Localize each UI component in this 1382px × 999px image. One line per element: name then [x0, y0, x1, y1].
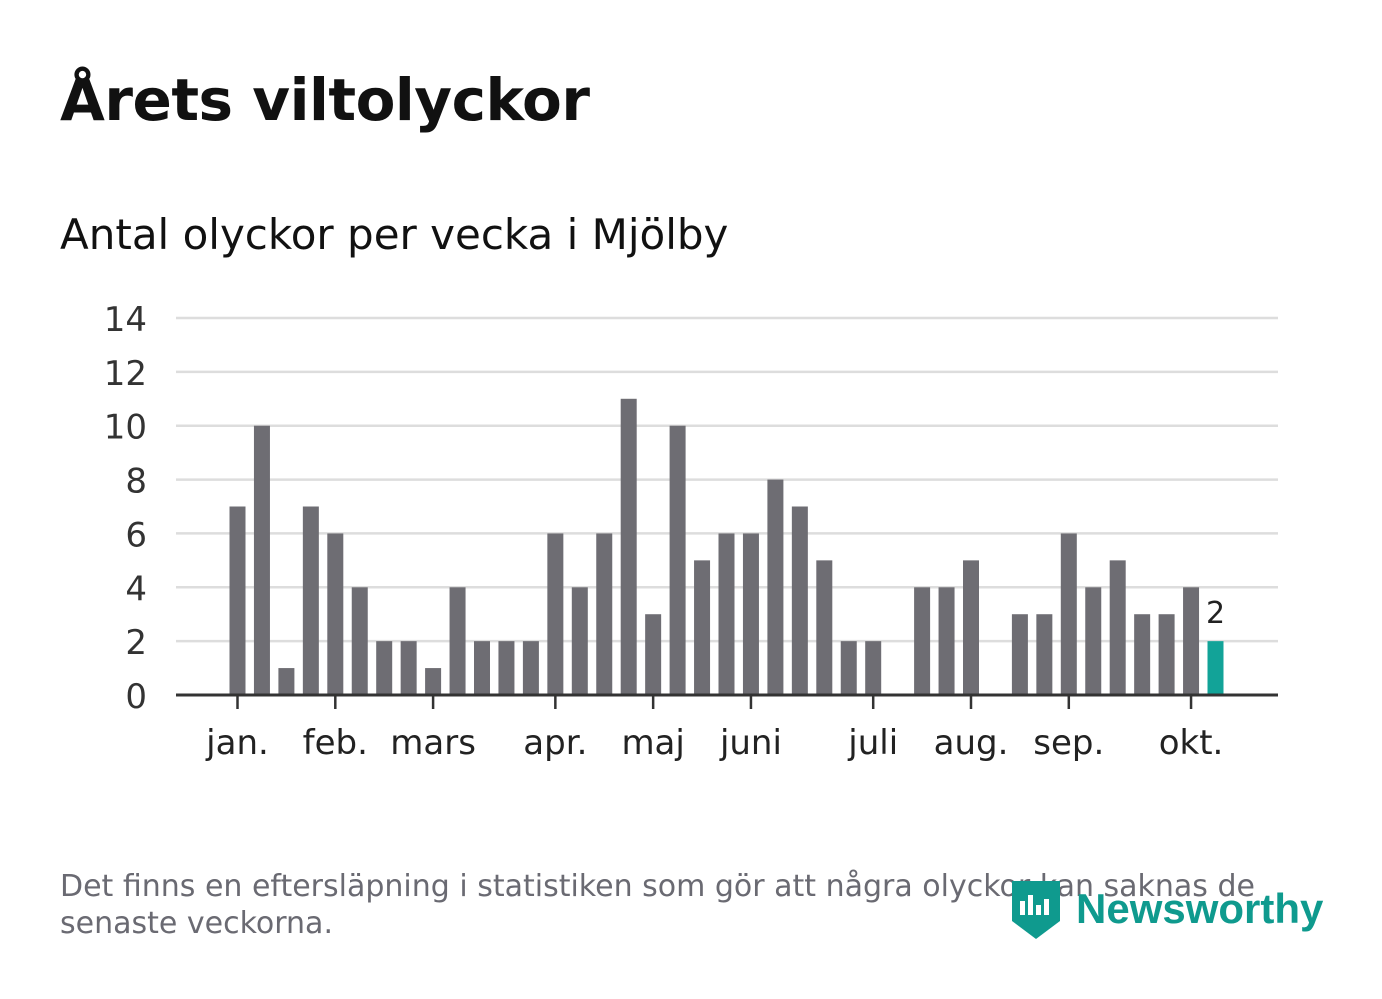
bar-week-2	[253, 425, 270, 695]
y-tick-label-12: 12	[104, 354, 147, 394]
bar-week-12	[498, 641, 515, 695]
bar-week-3	[278, 668, 295, 695]
bar-week-14	[547, 533, 564, 695]
bar-week-26	[840, 641, 857, 695]
bar-week-8	[400, 641, 417, 695]
bar-week-17	[620, 398, 637, 695]
bar-week-10	[449, 587, 466, 695]
bar-week-5	[327, 533, 344, 695]
bar-week-13	[522, 641, 539, 695]
chart-subtitle: Antal olyckor per vecka i Mjölby	[60, 210, 729, 259]
bar-week-39	[1158, 614, 1175, 695]
bar-week-18	[645, 614, 662, 695]
bar-week-33	[1011, 614, 1028, 695]
y-tick-label-14: 14	[104, 300, 147, 340]
bar-week-22	[742, 533, 759, 695]
data-labels: 2	[1206, 596, 1225, 631]
bars	[229, 398, 1224, 695]
bar-week-7	[376, 641, 393, 695]
y-tick-label-4: 4	[125, 569, 147, 609]
x-tick-label-feb: feb.	[303, 723, 368, 763]
bar-week-4	[302, 506, 319, 695]
x-tick-label-okt: okt.	[1159, 723, 1224, 763]
bar-week-15	[571, 587, 588, 695]
y-tick-label-0: 0	[125, 677, 147, 717]
bar-week-34	[1036, 614, 1053, 695]
bar-week-31	[963, 560, 979, 695]
x-tick-label-apr: apr.	[523, 723, 587, 763]
bar-week-25	[816, 560, 833, 695]
y-tick-label-10: 10	[104, 408, 147, 448]
bar-week-37	[1109, 560, 1126, 695]
y-tick-label-6: 6	[125, 515, 147, 555]
bar-week-9	[425, 668, 442, 695]
x-tick-label-juli: juli	[847, 723, 898, 763]
brand-logo: Newsworthy	[1010, 876, 1323, 942]
bar-week-40	[1183, 587, 1200, 695]
bar-week-6	[351, 587, 368, 695]
data-label-latest-week: 2	[1206, 596, 1225, 631]
bar-week-41	[1207, 641, 1224, 695]
bar-week-19	[669, 425, 686, 695]
x-axis-ticks: jan. feb. mars apr. maj juni juli aug. sep. okt.	[205, 695, 1223, 763]
bar-week-35	[1060, 533, 1077, 695]
bar-week-36	[1085, 587, 1102, 695]
bar-week-20	[694, 560, 711, 695]
bar-week-24	[791, 506, 808, 695]
bar-week-30	[938, 587, 955, 695]
x-tick-label-maj: maj	[621, 723, 684, 763]
x-tick-label-aug: aug.	[934, 723, 1009, 763]
bar-week-29	[914, 587, 931, 695]
brand-name: Newsworthy	[1076, 885, 1324, 932]
x-tick-label-sep: sep.	[1033, 723, 1104, 763]
bar-week-11	[474, 641, 490, 695]
bar-week-21	[718, 533, 735, 695]
bar-week-38	[1134, 614, 1151, 695]
x-tick-label-juni: juni	[719, 723, 782, 763]
newsworthy-logo-icon	[1012, 881, 1060, 939]
y-tick-label-2: 2	[125, 623, 147, 663]
y-axis-ticks: 0 2 4 6 8 10 12 14	[104, 300, 147, 717]
bar-chart: 0 2 4 6 8 10 12 14 jan. feb. mars apr. maj juni juli a…	[104, 300, 1278, 763]
bar-week-16	[596, 533, 613, 695]
y-tick-label-8: 8	[125, 462, 147, 502]
bar-week-1	[229, 506, 246, 695]
bar-week-23	[767, 479, 784, 695]
chart-title: Årets viltolyckor	[60, 66, 590, 134]
x-tick-label-mars: mars	[390, 723, 476, 763]
x-tick-label-jan: jan.	[205, 723, 269, 763]
bar-week-27	[865, 641, 882, 695]
